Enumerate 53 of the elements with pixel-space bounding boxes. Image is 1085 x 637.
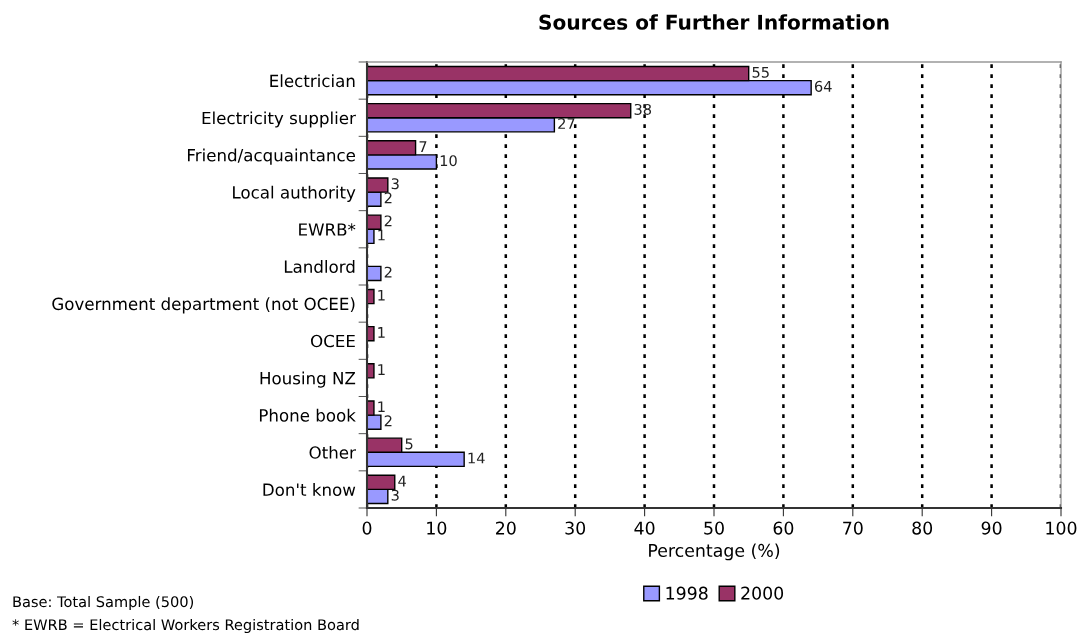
chart-title: Sources of Further Information [539, 14, 889, 30]
data-label: 5 [405, 438, 413, 450]
data-label: 3 [391, 489, 399, 501]
x-tick-label: 10 [427, 521, 447, 535]
y-tick-label: Don't know [263, 483, 356, 496]
data-label: 4 [398, 475, 406, 487]
y-tick-label: OCEE [311, 334, 355, 348]
data-label: 2 [384, 266, 392, 278]
legend-label: 1998 [666, 586, 708, 600]
bar [367, 325, 375, 342]
x-tick-label: 70 [843, 521, 863, 535]
data-label: 1 [378, 364, 385, 375]
y-tick-label: Housing NZ [260, 371, 356, 388]
y-tick-label: EWRB* [299, 223, 356, 236]
y-tick-label: Government department (not OCEE) [52, 297, 355, 314]
data-label: 1 [378, 401, 385, 413]
data-label: 2 [384, 415, 392, 427]
bar [367, 288, 375, 305]
x-tick-label: 80 [912, 521, 933, 535]
y-tick-label: Friend/acquaintance [188, 148, 355, 165]
bar [367, 363, 375, 379]
y-tick-label: Electrician [270, 74, 355, 88]
text: * EWRB = Electrical Workers Registration Board [12, 618, 359, 634]
x-tick-label: 50 [704, 521, 724, 535]
x-tick-label: 0 [362, 521, 372, 535]
data-label: 64 [814, 80, 832, 92]
x-tick-label: 40 [634, 521, 655, 535]
data-label: 27 [558, 118, 575, 129]
y-tick-label: Phone book [259, 408, 356, 422]
data-label: 1 [378, 327, 385, 338]
data-label: 1 [378, 289, 385, 301]
x-tick-label: 100 [1046, 521, 1077, 535]
x-tick-label: 20 [496, 521, 516, 535]
data-label: 2 [384, 215, 392, 227]
data-label: 14 [468, 452, 485, 464]
data-label: 55 [752, 66, 769, 78]
data-label: 3 [391, 178, 399, 190]
y-tick-label: Landlord [284, 260, 355, 273]
x-tick-label: 30 [565, 521, 586, 535]
data-label: 7 [419, 141, 427, 152]
data-label: 2 [384, 192, 392, 204]
bar [367, 265, 382, 282]
y-tick-label: Local authority [233, 185, 356, 202]
legend-label: 2000 [741, 586, 784, 600]
y-tick-label: Other [309, 445, 356, 459]
text: Base: Total Sample (500) [13, 595, 194, 611]
x-tick-label: 90 [981, 521, 1002, 535]
x-tick-label: 60 [773, 521, 794, 535]
x-axis-title: Percentage (%) [649, 543, 780, 561]
y-tick-label: Electricity supplier [202, 111, 356, 128]
data-label: 1 [378, 229, 385, 241]
data-label: 38 [634, 103, 652, 115]
data-label: 10 [440, 155, 457, 167]
